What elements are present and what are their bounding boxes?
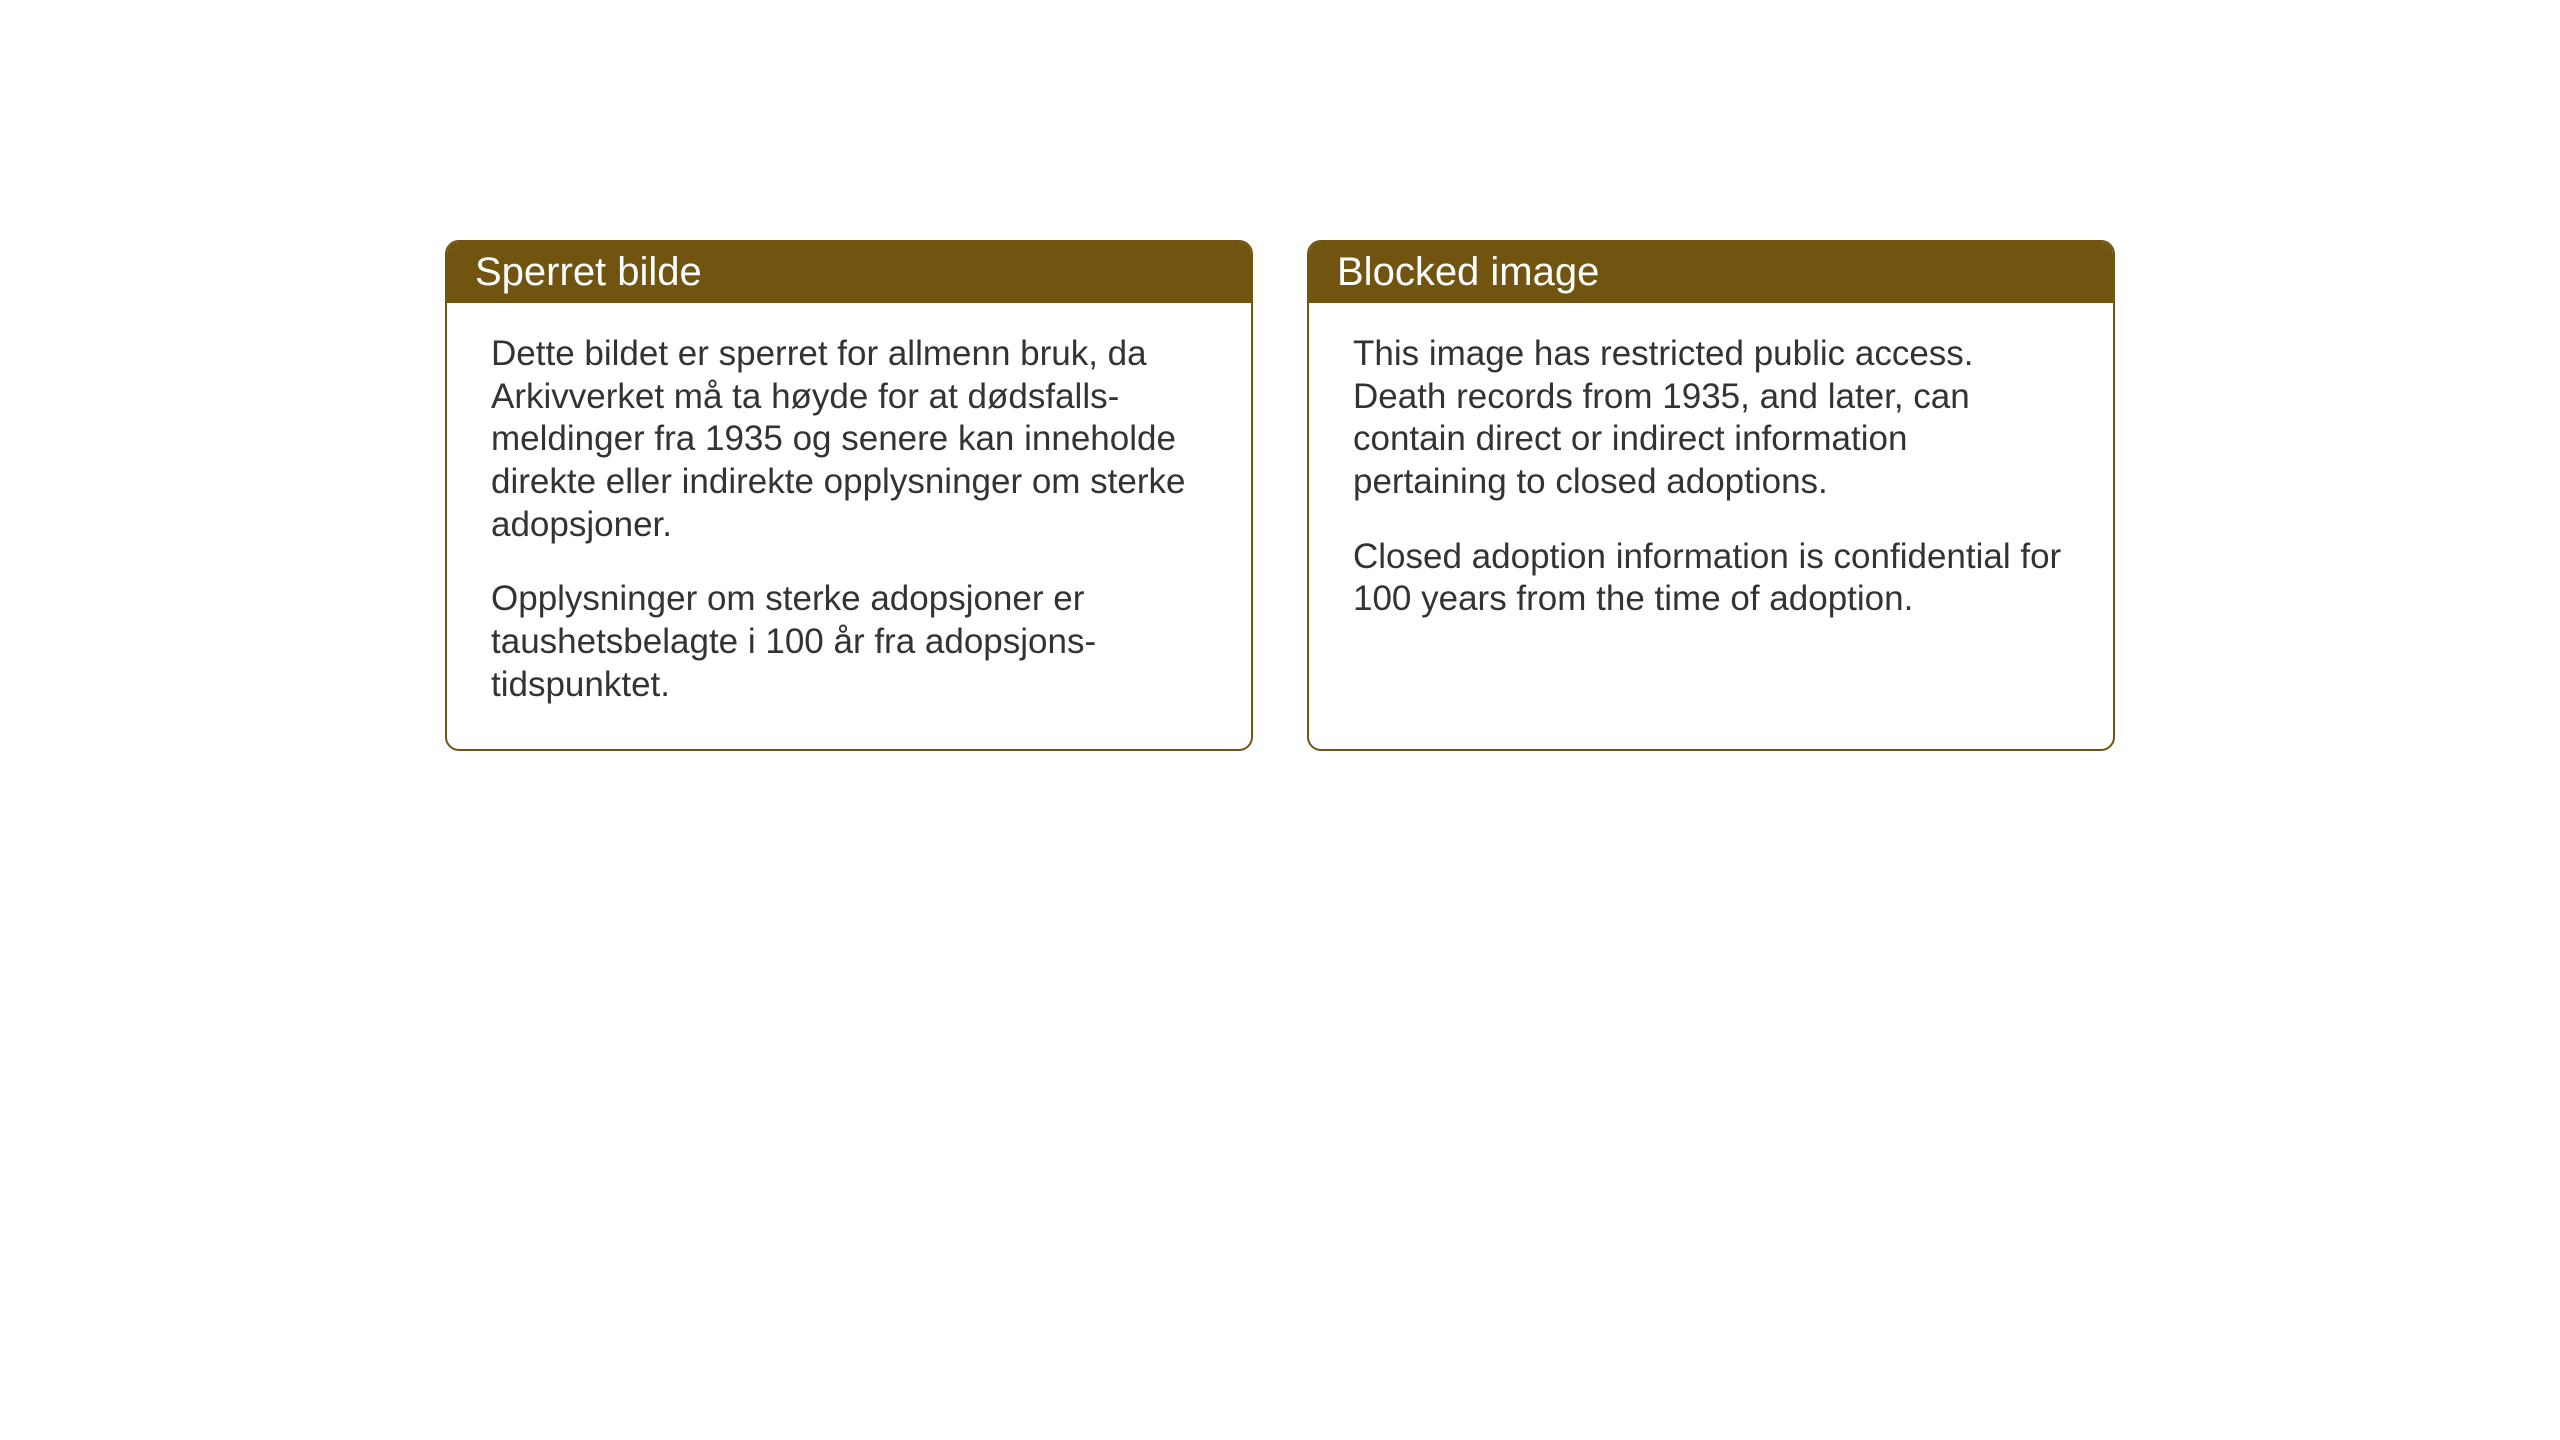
notice-card-english: Blocked image This image has restricted …: [1307, 240, 2115, 751]
card-paragraph-english-1: This image has restricted public access.…: [1353, 333, 2069, 504]
card-paragraph-norwegian-2: Opplysninger om sterke adopsjoner er tau…: [491, 578, 1207, 706]
card-paragraph-norwegian-1: Dette bildet er sperret for allmenn bruk…: [491, 333, 1207, 546]
notice-container: Sperret bilde Dette bildet er sperret fo…: [445, 240, 2115, 751]
card-header-norwegian: Sperret bilde: [447, 242, 1251, 303]
card-paragraph-english-2: Closed adoption information is confident…: [1353, 536, 2069, 621]
card-title-english: Blocked image: [1337, 250, 1599, 294]
card-header-english: Blocked image: [1309, 242, 2113, 303]
notice-card-norwegian: Sperret bilde Dette bildet er sperret fo…: [445, 240, 1253, 751]
card-title-norwegian: Sperret bilde: [475, 250, 702, 294]
card-body-norwegian: Dette bildet er sperret for allmenn bruk…: [447, 303, 1251, 749]
card-body-english: This image has restricted public access.…: [1309, 303, 2113, 663]
